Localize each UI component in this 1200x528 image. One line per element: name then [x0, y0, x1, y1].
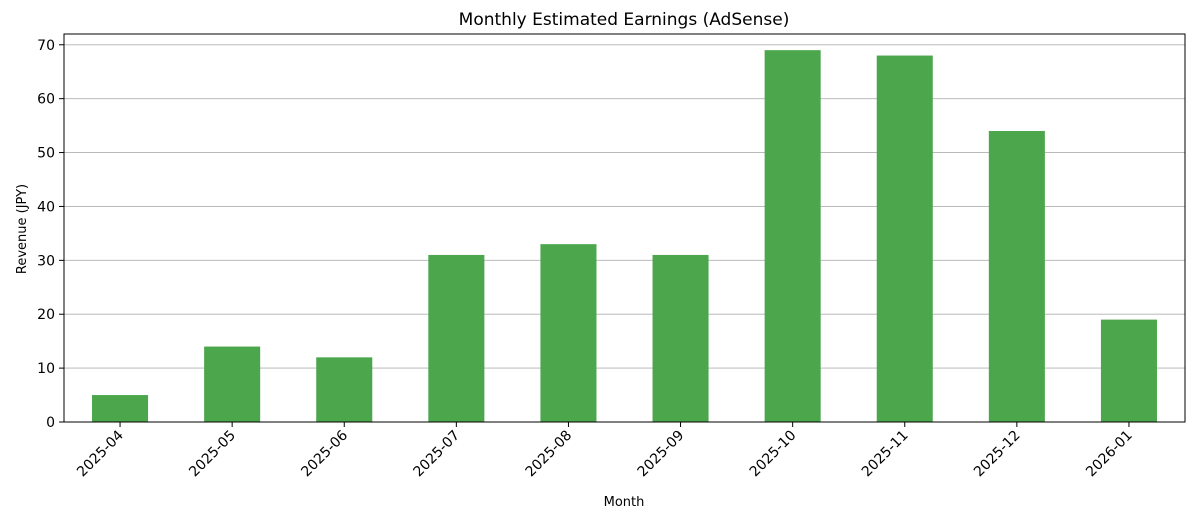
y-axis-label: Revenue (JPY) — [15, 184, 30, 274]
bar-2025-12 — [988, 131, 1045, 422]
y-tick-label: 30 — [37, 253, 55, 269]
y-tick-label: 50 — [37, 146, 55, 162]
x-ticks: 2025-04 2025-05 2025-06 2025-07 2025-08 2025-… — [74, 422, 1136, 480]
x-tick-label: 2025-11 — [859, 428, 912, 481]
x-tick-label: 2025-05 — [186, 428, 239, 481]
bars — [92, 50, 1157, 423]
grid-lines — [64, 44, 1185, 369]
y-tick-label: 40 — [37, 199, 55, 215]
x-tick-label: 2025-12 — [971, 428, 1024, 481]
bar-2025-08 — [540, 244, 597, 422]
bar-2025-06 — [316, 357, 373, 422]
bar-2025-11 — [876, 55, 933, 423]
bar-2025-09 — [652, 254, 709, 422]
y-tick-label: 70 — [37, 38, 55, 54]
bar-2025-04 — [92, 395, 149, 422]
x-tick-label: 2025-07 — [410, 428, 463, 481]
bar-2025-05 — [204, 346, 261, 422]
x-tick-label: 2025-09 — [635, 428, 688, 481]
axes — [63, 33, 1186, 423]
x-tick-label: 2026-01 — [1083, 428, 1136, 481]
y-ticks: 0 10 20 30 40 50 60 70 — [37, 38, 64, 431]
x-tick-label: 2025-08 — [523, 428, 576, 481]
bar-2025-10 — [764, 50, 821, 423]
x-tick-label: 2025-06 — [298, 427, 351, 480]
y-tick-label: 20 — [37, 307, 55, 323]
plot-frame — [63, 33, 1186, 423]
bar-2026-01 — [1100, 319, 1157, 422]
y-tick-label: 10 — [37, 361, 55, 377]
x-tick-label: 2025-04 — [74, 427, 127, 480]
y-tick-label: 60 — [37, 92, 55, 108]
x-tick-label: 2025-10 — [747, 428, 800, 481]
chart-title: Monthly Estimated Earnings (AdSense) — [459, 10, 790, 30]
y-tick-label: 0 — [46, 415, 55, 431]
bar-2025-07 — [428, 254, 485, 422]
x-axis-label: Month — [604, 495, 645, 510]
